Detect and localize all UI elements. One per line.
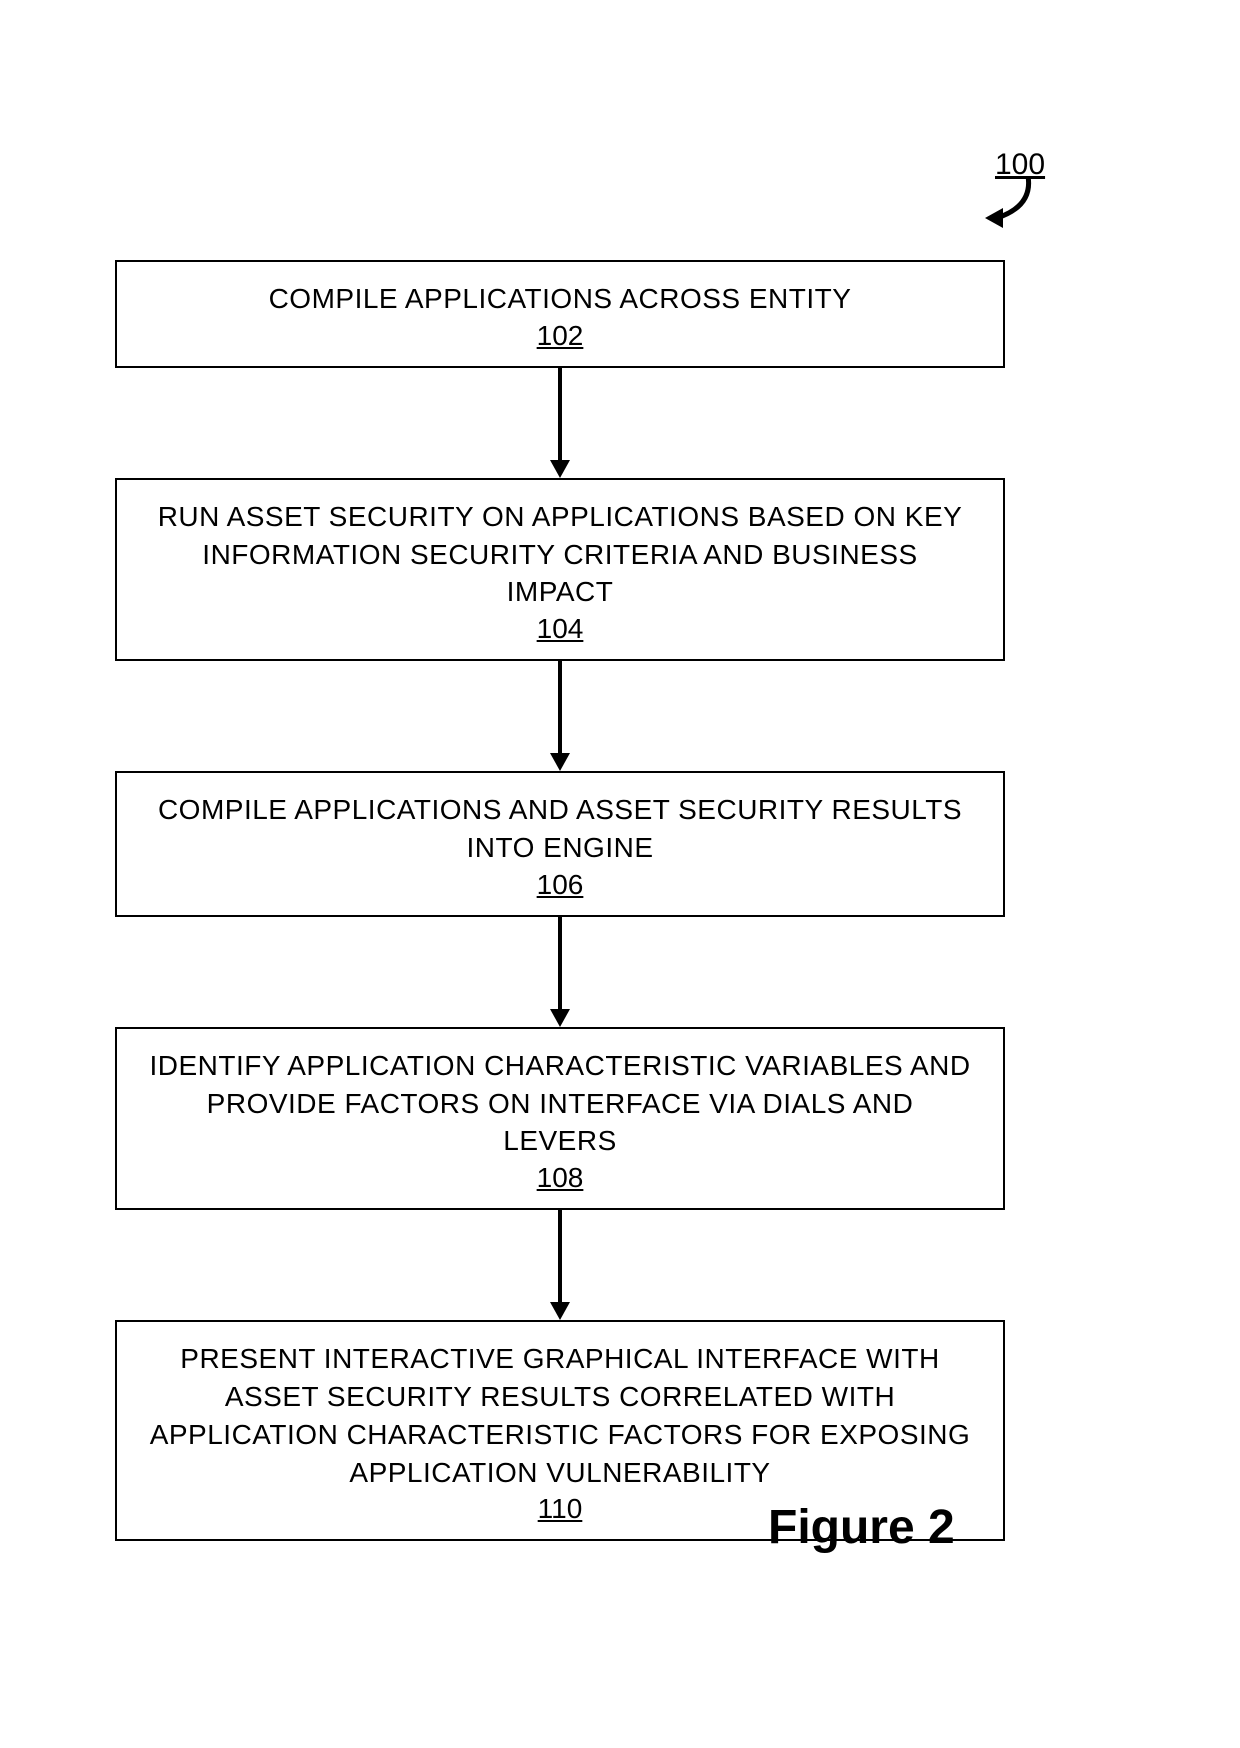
flow-step-number: 102 <box>537 320 584 352</box>
flow-step-text: RUN ASSET SECURITY ON APPLICATIONS BASED… <box>147 498 973 611</box>
flow-step-number: 108 <box>537 1162 584 1194</box>
flow-step-text: COMPILE APPLICATIONS AND ASSET SECURITY … <box>147 791 973 867</box>
reference-arrow-icon <box>983 176 1043 241</box>
figure-caption: Figure 2 <box>768 1500 955 1555</box>
flow-connector-arrow-icon <box>115 661 1005 771</box>
flow-step-box: COMPILE APPLICATIONS ACROSS ENTITY102 <box>115 260 1005 368</box>
flow-step-box: RUN ASSET SECURITY ON APPLICATIONS BASED… <box>115 478 1005 661</box>
flow-step-text: IDENTIFY APPLICATION CHARACTERISTIC VARI… <box>147 1047 973 1160</box>
flow-connector-arrow-icon <box>115 368 1005 478</box>
flowchart-container: COMPILE APPLICATIONS ACROSS ENTITY102 RUN… <box>115 260 1005 1541</box>
flow-step-box: COMPILE APPLICATIONS AND ASSET SECURITY … <box>115 771 1005 917</box>
flow-step-number: 104 <box>537 613 584 645</box>
flow-connector-arrow-icon <box>115 917 1005 1027</box>
flow-step-number: 110 <box>538 1493 583 1525</box>
flow-step-text: PRESENT INTERACTIVE GRAPHICAL INTERFACE … <box>147 1340 973 1491</box>
flow-step-text: COMPILE APPLICATIONS ACROSS ENTITY <box>147 280 973 318</box>
flow-connector-arrow-icon <box>115 1210 1005 1320</box>
flow-step-box: IDENTIFY APPLICATION CHARACTERISTIC VARI… <box>115 1027 1005 1210</box>
flow-step-number: 106 <box>537 869 584 901</box>
